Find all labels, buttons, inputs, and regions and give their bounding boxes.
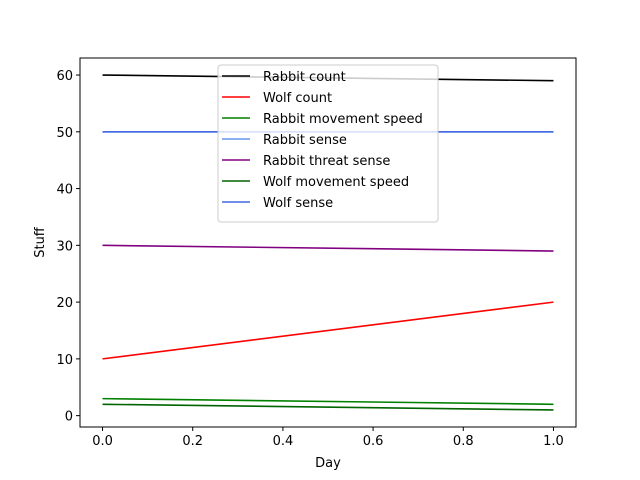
series-line-wolf-count bbox=[102, 301, 554, 360]
legend-box bbox=[217, 64, 439, 223]
legend: Rabbit count Wolf count Rabbit movement sp… bbox=[217, 64, 439, 223]
x-axis-label: Day bbox=[315, 456, 341, 471]
y-axis-ticks: 0 10 20 30 40 50 60 bbox=[56, 69, 80, 425]
y-tick-label: 60 bbox=[56, 69, 73, 84]
y-tick-label: 50 bbox=[56, 126, 73, 141]
x-tick-label: 0.4 bbox=[273, 434, 294, 449]
plot-frame bbox=[79, 57, 577, 428]
plot-lines bbox=[102, 74, 554, 411]
y-tick-label: 0 bbox=[65, 410, 73, 425]
x-axis-ticks: 0.0 0.2 0.4 0.6 0.8 1.0 bbox=[92, 427, 564, 449]
x-tick-label: 1.0 bbox=[543, 434, 564, 449]
legend-label: Wolf count bbox=[263, 91, 332, 106]
y-tick-label: 10 bbox=[56, 353, 73, 368]
x-tick-label: 0.6 bbox=[363, 434, 384, 449]
series-line-wolf-movement-speed bbox=[102, 403, 554, 411]
legend-label: Rabbit sense bbox=[263, 133, 347, 148]
x-tick-label: 0.0 bbox=[92, 434, 113, 449]
x-tick-label: 0.8 bbox=[453, 434, 474, 449]
legend-label: Wolf movement speed bbox=[263, 175, 409, 190]
x-tick-label: 0.2 bbox=[182, 434, 203, 449]
y-tick-label: 40 bbox=[56, 183, 73, 198]
legend-label: Wolf sense bbox=[263, 196, 333, 211]
legend-label: Rabbit threat sense bbox=[263, 154, 390, 169]
series-line-rabbit-movement-speed bbox=[102, 397, 554, 406]
y-tick-label: 20 bbox=[56, 296, 73, 311]
legend-label: Rabbit count bbox=[263, 70, 346, 85]
y-tick-label: 30 bbox=[56, 239, 73, 254]
series-line-rabbit-threat-sense bbox=[102, 244, 554, 252]
legend-label: Rabbit movement speed bbox=[263, 112, 423, 127]
y-axis-label: Stuff bbox=[33, 226, 48, 258]
